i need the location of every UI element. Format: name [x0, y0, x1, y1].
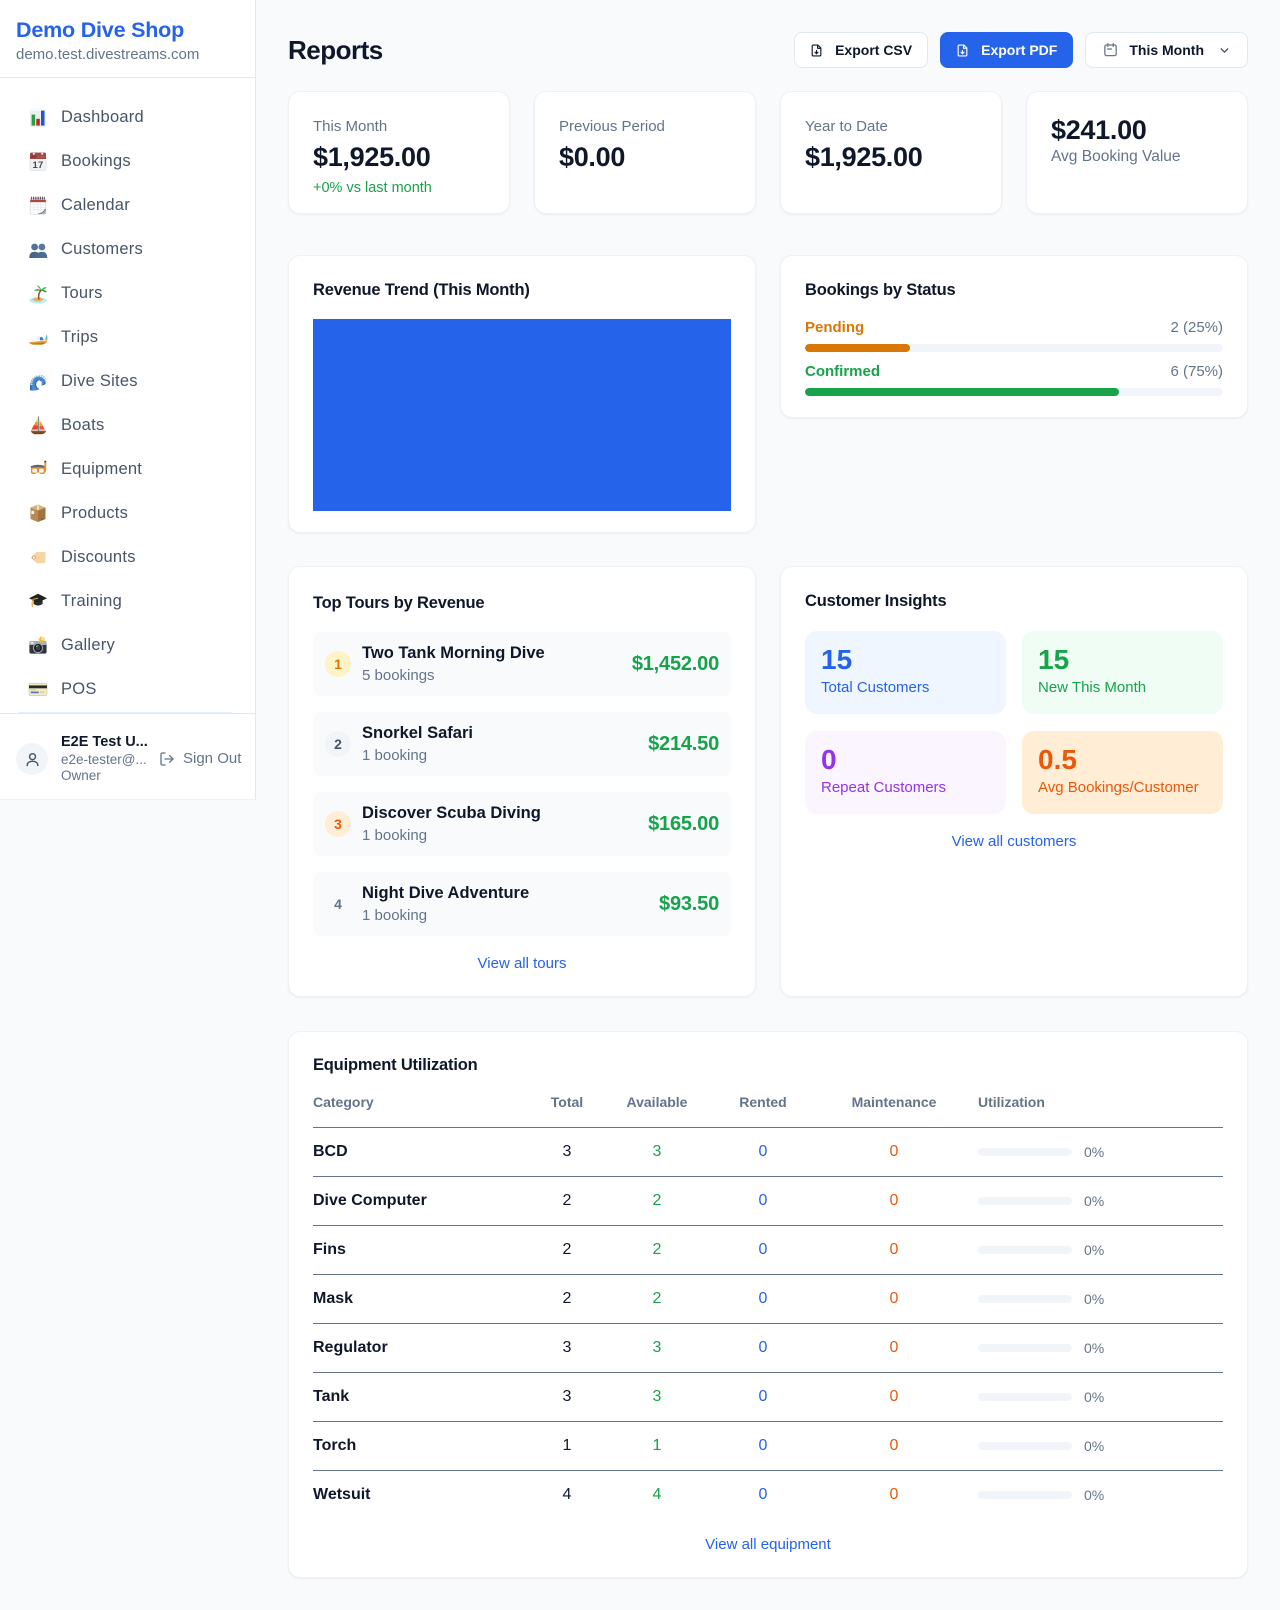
svg-text:17: 17: [32, 159, 43, 170]
